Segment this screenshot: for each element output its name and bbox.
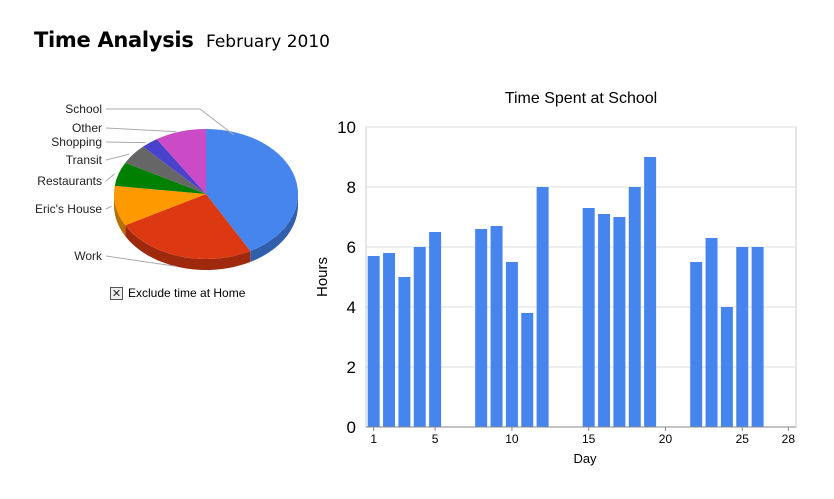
pie-slice-work[interactable] (125, 194, 251, 259)
bar-day-8 (475, 229, 488, 427)
pie-wall-school (250, 194, 298, 262)
exclude-home-checkbox[interactable]: ✕ (110, 286, 123, 300)
bar-day-25 (736, 247, 749, 427)
page-subtitle: February 2010 (205, 32, 330, 52)
pie-label-work: Work (74, 249, 177, 267)
y-tick-label: 10 (337, 118, 356, 137)
bar-day-11 (521, 313, 534, 427)
pie-slice-eric-s-house[interactable] (114, 185, 206, 226)
pie-label-eric-s-house: Eric's House (35, 202, 112, 216)
pie-label-transit: Transit (66, 153, 130, 167)
pie-legend-text: Other (72, 121, 102, 135)
pie-legend-text: Shopping (51, 135, 102, 149)
bar-day-2 (383, 253, 396, 427)
bar-day-10 (505, 262, 518, 427)
exclude-home-label: Exclude time at Home (128, 286, 246, 300)
pie-label-school: School (65, 102, 235, 136)
pie-slice-school[interactable] (206, 129, 298, 251)
pie-legend-text: Eric's House (35, 202, 102, 216)
pie-label-other: Other (72, 121, 177, 135)
x-tick-label: 20 (659, 432, 673, 446)
pie-label-restaurants: Restaurants (37, 173, 115, 188)
y-tick-label: 6 (347, 238, 356, 257)
bar-day-19 (644, 157, 657, 427)
bar-day-3 (398, 277, 411, 427)
x-tick-label: 10 (505, 432, 519, 446)
bar-day-23 (705, 238, 718, 427)
x-tick-label: 28 (782, 432, 796, 446)
pie-legend-text: Work (74, 249, 103, 263)
y-tick-label: 2 (347, 358, 356, 377)
bar-day-18 (628, 187, 641, 427)
x-axis-label: Day (573, 451, 597, 466)
exclude-home-toggle[interactable]: ✕ Exclude time at Home (110, 286, 245, 300)
pie-legend-text: Transit (66, 153, 103, 167)
y-tick-label: 8 (347, 178, 356, 197)
bar-day-4 (413, 247, 426, 427)
pie-wall-work (125, 225, 251, 270)
bar-chart-title: Time Spent at School (505, 90, 657, 107)
pie-slice-other[interactable] (156, 129, 206, 194)
x-tick-label: 5 (432, 432, 439, 446)
pie-slice-shopping[interactable] (143, 139, 206, 194)
bar-day-5 (429, 232, 442, 427)
pie-label-shopping: Shopping (51, 135, 146, 149)
page-header: Time Analysis February 2010 (34, 28, 330, 52)
pie-wall-eric-s-house (114, 194, 126, 237)
pie-slice-restaurants[interactable] (114, 162, 206, 194)
bar-day-24 (720, 307, 733, 427)
bar-day-16 (598, 214, 611, 427)
y-tick-label: 0 (347, 418, 356, 437)
bar-day-1 (367, 256, 380, 427)
x-tick-label: 1 (370, 432, 377, 446)
bar-day-17 (613, 217, 626, 427)
bar-day-22 (690, 262, 703, 427)
x-tick-label: 25 (736, 432, 750, 446)
x-tick-label: 15 (582, 432, 596, 446)
page-title: Time Analysis (34, 28, 194, 52)
bar-day-9 (490, 226, 503, 427)
pie-slice-transit[interactable] (125, 146, 206, 194)
pie-legend-text: Restaurants (37, 174, 102, 188)
bar-day-26 (751, 247, 764, 427)
pie-legend-text: School (65, 102, 102, 116)
bar-day-15 (582, 208, 595, 427)
y-axis-label: Hours (314, 257, 331, 297)
y-tick-label: 4 (347, 298, 356, 317)
bar-day-12 (536, 187, 549, 427)
